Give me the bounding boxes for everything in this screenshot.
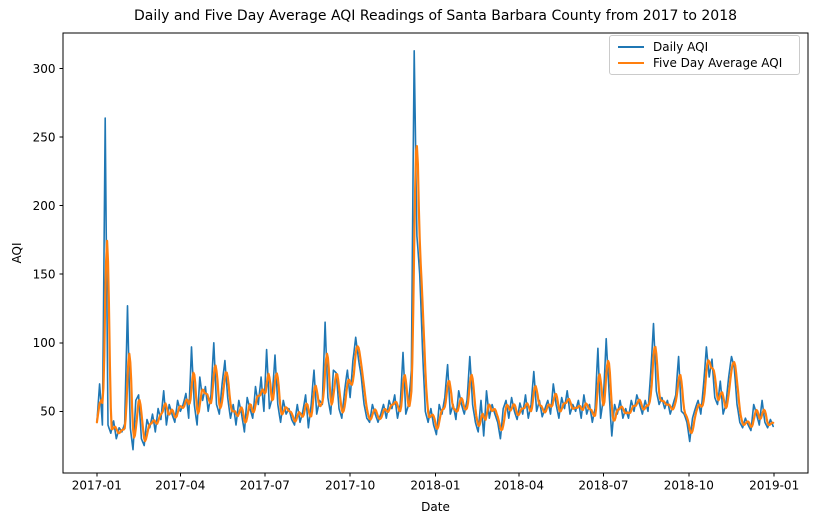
five-day-average-line-swatch — [618, 61, 644, 65]
y-tick-label: 250 — [33, 130, 56, 144]
x-tick-label: 2017-10 — [325, 479, 375, 493]
five-day-average-line — [95, 145, 775, 443]
axis-ticks: 50 100 150 200 250 300 2017-01 2017-04 2017-07 20… — [33, 62, 800, 493]
y-tick-label: 300 — [33, 62, 56, 76]
legend-label-daily-aqi: Daily AQI — [653, 40, 709, 54]
x-axis-label: Date — [421, 500, 450, 514]
y-tick-label: 200 — [33, 199, 56, 213]
y-tick-label: 100 — [33, 336, 56, 350]
chart-title: Daily and Five Day Average AQI Readings … — [133, 8, 738, 24]
x-tick-label: 2017-07 — [240, 479, 290, 493]
plot-border — [62, 32, 809, 474]
legend-label-five-day-average: Five Day Average AQI — [653, 56, 783, 70]
y-tick-label: 150 — [33, 268, 56, 282]
legend: Daily AQI Five Day Average AQI — [609, 35, 800, 75]
x-tick-label: 2018-10 — [664, 479, 714, 493]
x-tick-label: 2018-07 — [578, 479, 628, 493]
x-tick-label: 2017-04 — [155, 479, 205, 493]
x-tick-label: 2017-01 — [72, 479, 122, 493]
daily-aqi-line-swatch — [618, 45, 644, 49]
legend-item-five-day-average: Five Day Average AQI — [618, 55, 791, 71]
x-tick-label: 2018-04 — [494, 479, 544, 493]
y-tick-label: 50 — [40, 405, 55, 419]
x-tick-label: 2019-01 — [749, 479, 799, 493]
x-tick-label: 2018-01 — [410, 479, 460, 493]
legend-item-daily-aqi: Daily AQI — [618, 39, 791, 55]
y-axis-label: AQI — [10, 242, 24, 264]
